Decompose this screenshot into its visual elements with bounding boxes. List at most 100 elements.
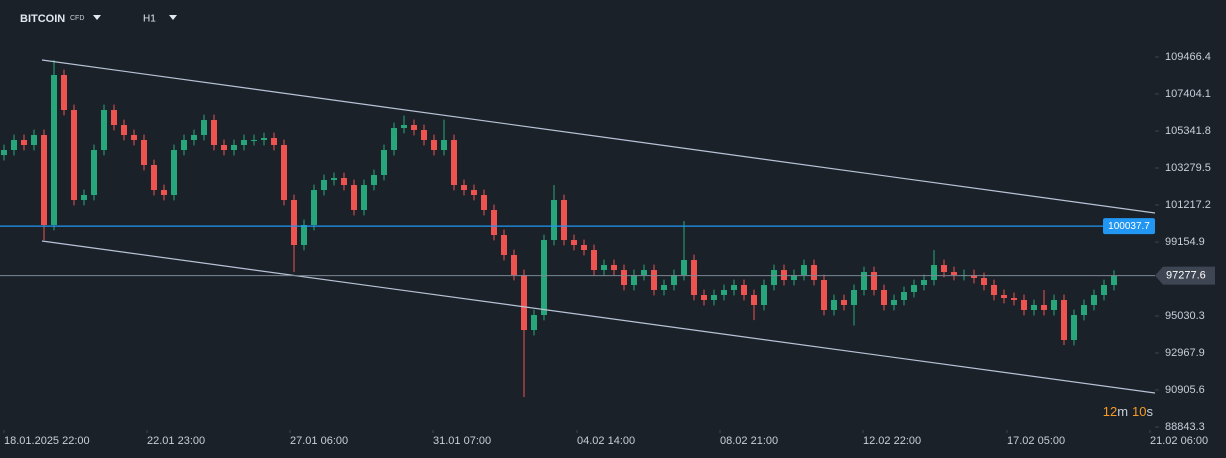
countdown-part: s	[1147, 404, 1154, 419]
candle-body	[1, 150, 7, 156]
candle-body	[921, 280, 927, 286]
symbol-selector[interactable]: BITCOIN CFD	[20, 13, 101, 25]
candle-body	[711, 295, 717, 301]
candle-body	[21, 140, 27, 146]
timeframe-selector[interactable]: H1	[143, 14, 177, 25]
candle-body	[321, 180, 327, 191]
x-tick-label: 18.01.2025 22:00	[4, 435, 90, 447]
candle-body	[441, 140, 447, 151]
countdown-part: 12	[1103, 404, 1117, 419]
candle-body	[751, 295, 757, 306]
candle-body	[291, 200, 297, 246]
candle-body	[631, 275, 637, 286]
x-tick-label: 04.02 14:00	[577, 435, 635, 447]
candle-body	[831, 300, 837, 311]
candle-body	[1001, 295, 1007, 299]
candle-body	[861, 272, 867, 291]
candle-body	[891, 300, 897, 306]
candle-body	[91, 150, 97, 196]
candle-body	[1061, 300, 1067, 341]
y-tick-label: 99154.9	[1165, 236, 1205, 248]
x-tick-label: 12.02 22:00	[863, 435, 921, 447]
candle-body	[591, 250, 597, 271]
candle-body	[501, 235, 507, 256]
candle-body	[651, 270, 657, 291]
candle-body	[301, 225, 307, 246]
candle-body	[341, 178, 347, 186]
candle-body	[111, 109, 117, 125]
candle-body	[121, 124, 127, 136]
candle-body	[761, 285, 767, 306]
candle-body	[471, 190, 477, 196]
x-tick-label: 17.02 05:00	[1007, 435, 1065, 447]
candle-body	[721, 290, 727, 296]
y-tick-label: 105341.8	[1165, 125, 1211, 137]
candle-body	[141, 140, 147, 166]
countdown-part: m	[1117, 404, 1128, 419]
candle-body	[421, 130, 427, 141]
candle-body	[1111, 275, 1117, 286]
candle-body	[731, 285, 737, 291]
candle-body	[571, 240, 577, 246]
candle-body	[271, 138, 277, 146]
candle-body	[541, 240, 547, 316]
candle-body	[101, 109, 107, 151]
candle-body	[41, 135, 47, 226]
candle-body	[251, 140, 257, 142]
candle-body	[191, 135, 197, 141]
candle-body	[1041, 305, 1047, 311]
y-tick-label: 101217.2	[1165, 199, 1211, 211]
candle-body	[1051, 300, 1057, 311]
candle-body	[221, 145, 227, 151]
y-tick-label: 103279.5	[1165, 162, 1211, 174]
timeframe[interactable]: H1	[143, 14, 156, 25]
candle-body	[481, 195, 487, 211]
candle-body	[31, 135, 37, 146]
countdown-part: 10	[1132, 404, 1146, 419]
x-tick-label: 08.02 21:00	[720, 435, 778, 447]
candle-body	[741, 285, 747, 296]
candle-body	[1091, 295, 1097, 306]
candle-body	[281, 145, 287, 201]
y-tick-label: 95030.3	[1165, 310, 1205, 322]
candle-body	[971, 275, 977, 279]
dropdown-arrow[interactable]	[169, 15, 177, 20]
symbol[interactable]: BITCOIN	[20, 13, 65, 25]
candle-body	[601, 265, 607, 271]
candle-body	[461, 185, 467, 191]
candle-body	[511, 255, 517, 276]
candle-body	[261, 138, 267, 141]
candle-body	[181, 140, 187, 151]
x-tick-label: 21.02 06:00	[1150, 435, 1208, 447]
candle-body	[671, 275, 677, 286]
candle-body	[521, 275, 527, 331]
candle-body	[61, 74, 67, 110]
candle-body	[661, 285, 667, 291]
candle-body	[431, 140, 437, 151]
instrument-type[interactable]: CFD	[70, 15, 84, 22]
y-tick-label: 92967.9	[1165, 347, 1205, 359]
candle-body	[391, 128, 397, 151]
x-tick-label: 31.01 07:00	[433, 435, 491, 447]
candle-body	[1101, 285, 1107, 296]
candle-body	[201, 120, 207, 136]
dropdown-arrow[interactable]	[93, 15, 101, 20]
candle-body	[491, 210, 497, 236]
candle-body	[231, 145, 237, 151]
channel-line	[41, 59, 1156, 214]
candle-body	[331, 178, 337, 181]
candle-body	[561, 200, 567, 241]
candle-body	[1071, 315, 1077, 341]
candle-body	[701, 295, 707, 301]
candle-body	[381, 150, 387, 175]
candle-body	[51, 74, 57, 226]
channel-line	[41, 240, 1156, 394]
x-tick-label: 27.01 06:00	[290, 435, 348, 447]
candle-body	[1021, 300, 1027, 311]
candle-body	[241, 140, 247, 146]
candle-body	[901, 292, 907, 301]
candle-body	[781, 270, 787, 281]
horizontal-line-badge	[1103, 218, 1155, 235]
